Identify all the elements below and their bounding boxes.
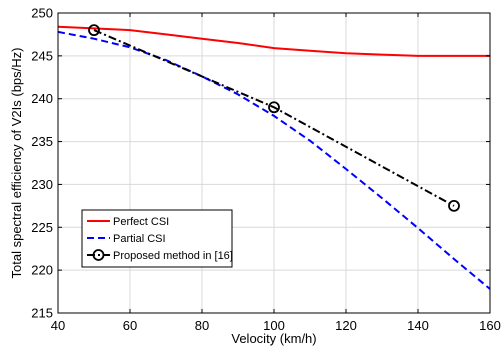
x-tick-label: 40	[51, 318, 65, 333]
legend-label: Partial CSI	[113, 233, 166, 245]
y-tick-label: 250	[31, 6, 53, 21]
series-line-1	[57, 25, 490, 57]
y-tick-label: 230	[31, 177, 53, 192]
series-marker	[268, 101, 280, 114]
legend-label: Perfect CSI	[113, 216, 169, 228]
x-tick-label: 100	[263, 318, 285, 333]
y-axis-label: Total spectral efficiency of V2Is (bps/H…	[9, 48, 24, 279]
legend-label: Proposed method in [16]	[113, 250, 233, 262]
series-line-3	[93, 29, 455, 207]
x-tick-label: 120	[335, 318, 357, 333]
x-tick-label: 160	[479, 318, 501, 333]
x-axis-label: Velocity (km/h)	[231, 331, 316, 346]
x-tick-label: 140	[407, 318, 429, 333]
y-tick-label: 245	[31, 48, 53, 63]
series-marker	[88, 24, 100, 37]
x-tick-label: 60	[123, 318, 137, 333]
y-tick-label: 215	[31, 306, 53, 321]
series-marker	[448, 199, 460, 212]
y-tick-label: 225	[31, 220, 53, 235]
x-tick-label: 80	[195, 318, 209, 333]
y-tick-label: 220	[31, 263, 53, 278]
legend-box	[81, 209, 233, 268]
y-tick-label: 240	[31, 91, 53, 106]
legend-marker	[92, 249, 105, 261]
y-tick-label: 235	[31, 134, 53, 149]
legend: Perfect CSI Partial CSI Proposed method in…	[81, 209, 233, 268]
tick-layer: 40 60 80 100 120 140 160 215 220 225 230 235 240 245 2…	[31, 6, 501, 334]
series-line-2	[57, 30, 491, 290]
series-layer	[57, 24, 491, 290]
